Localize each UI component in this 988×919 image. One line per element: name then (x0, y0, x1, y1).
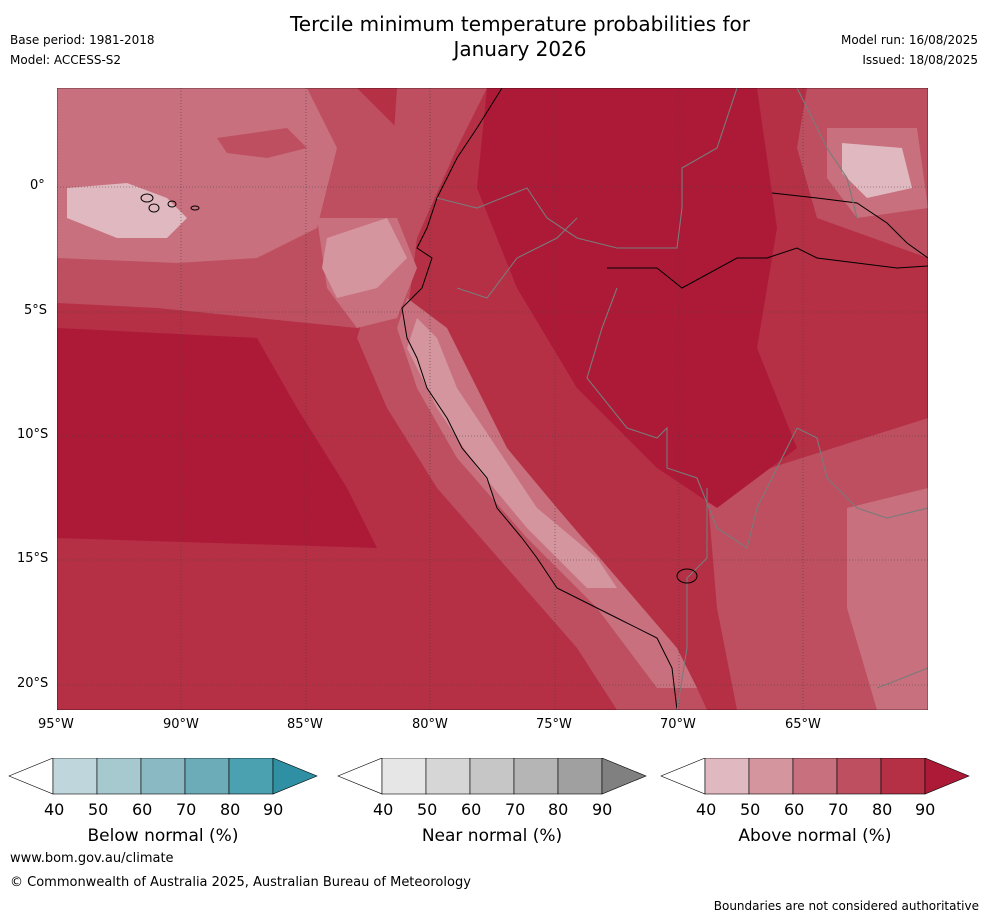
lon-label-75w: 75°W (536, 717, 572, 732)
cbar-above-tick-80: 80 (872, 800, 893, 819)
lon-label-85w: 85°W (287, 717, 323, 732)
cbar-near-min-extension (337, 758, 383, 795)
cbar-above-segment (792, 758, 838, 795)
cbar-near-tick-70: 70 (505, 800, 526, 819)
cbar-near-segment (425, 758, 471, 795)
lon-label-80w: 80°W (412, 717, 448, 732)
cbar-below-min-extension (8, 758, 54, 795)
title-line-2: January 2026 (453, 37, 587, 61)
cbar-above-segment (704, 758, 750, 795)
cbar-near-tick-60: 60 (461, 800, 482, 819)
coastline (401, 88, 678, 710)
cbar-above-tick-60: 60 (784, 800, 805, 819)
model-text: Model: ACCESS-S2 (10, 53, 122, 67)
cbar-above-min-extension (660, 758, 706, 795)
cbar-below-max-extension (272, 758, 318, 795)
cbar-below-segment (52, 758, 98, 795)
cbar-near-label: Near normal (%) (421, 826, 563, 846)
cbar-below-segment (184, 758, 230, 795)
lon-label-90w: 90°W (163, 717, 199, 732)
lat-label-0: 0° (30, 178, 45, 193)
probability-map (57, 88, 928, 710)
cbar-below-tick-90: 90 (263, 800, 284, 819)
cbar-above-segment (836, 758, 882, 795)
cbar-near-segment (513, 758, 559, 795)
country-borders (436, 88, 928, 710)
cbar-near-segment (469, 758, 515, 795)
cbar-near-segment (557, 758, 603, 795)
lat-label-15s: 15°S (17, 551, 49, 566)
map-title: Tercile minimum temperature probabilitie… (200, 12, 840, 62)
cbar-near-segment (381, 758, 427, 795)
base-period-text: Base period: 1981-2018 (10, 33, 155, 47)
cbar-below-label: Below normal (%) (87, 826, 239, 846)
lon-label-65w: 65°W (785, 717, 821, 732)
cbar-above-max-extension (924, 758, 970, 795)
region-40-50-northeast (842, 143, 912, 198)
model-run-text: Model run: 16/08/2025 (840, 33, 978, 47)
region-60-70-southeast (847, 488, 928, 710)
cbar-below-segment (96, 758, 142, 795)
amazon-river (607, 247, 928, 289)
colorbars (8, 758, 970, 795)
lon-label-95w: 95°W (38, 717, 74, 732)
cbar-near-tick-40: 40 (373, 800, 394, 819)
cbar-near-tick-90: 90 (592, 800, 613, 819)
region-50-60-coast (322, 218, 407, 298)
title-line-1: Tercile minimum temperature probabilitie… (289, 12, 751, 36)
meta-right: Model run: 16/08/2025 Issued: 18/08/2025 (841, 30, 978, 70)
copyright-text: © Commonwealth of Australia 2025, Austra… (10, 875, 471, 890)
gridlines (57, 88, 928, 710)
cbar-above-label: Above normal (%) (738, 826, 892, 846)
cbar-below-tick-40: 40 (44, 800, 65, 819)
region-60-70-ocean (57, 88, 337, 263)
disclaimer-text: Boundaries are not considered authoritat… (713, 899, 979, 913)
cbar-below-tick-80: 80 (220, 800, 241, 819)
lake-titicaca (676, 568, 698, 584)
lat-label-10s: 10°S (17, 427, 49, 442)
lat-label-20s: 20°S (17, 676, 49, 691)
cbar-below-tick-70: 70 (176, 800, 197, 819)
region-70-80-patch (217, 128, 307, 158)
region-40-50-galapagos (67, 183, 187, 238)
cbar-below-segment (140, 758, 186, 795)
cbar-near-tick-80: 80 (548, 800, 569, 819)
cbar-above-tick-50: 50 (740, 800, 761, 819)
meta-left: Base period: 1981-2018 Model: ACCESS-S2 (10, 30, 155, 70)
cbar-above-segment (880, 758, 926, 795)
cbar-near-max-extension (601, 758, 647, 795)
galapagos-islands (140, 193, 200, 213)
cbar-above-tick-40: 40 (696, 800, 717, 819)
region-60-70-peru (397, 298, 697, 688)
cbar-below-tick-60: 60 (132, 800, 153, 819)
negro-river (771, 192, 928, 259)
cbar-near-tick-50: 50 (417, 800, 438, 819)
cbar-above-tick-70: 70 (828, 800, 849, 819)
lon-label-70w: 70°W (660, 717, 696, 732)
cbar-above-segment (748, 758, 794, 795)
issued-text: Issued: 18/08/2025 (862, 53, 978, 67)
lat-label-5s: 5°S (24, 303, 48, 318)
cbar-below-tick-50: 50 (88, 800, 109, 819)
region-80-90-amazon (477, 88, 797, 508)
cbar-above-tick-90: 90 (915, 800, 936, 819)
region-80-90-ocean (57, 328, 377, 548)
footer-url[interactable]: www.bom.gov.au/climate (10, 851, 174, 866)
region-50-60-peru (407, 318, 617, 588)
cbar-below-segment (228, 758, 274, 795)
